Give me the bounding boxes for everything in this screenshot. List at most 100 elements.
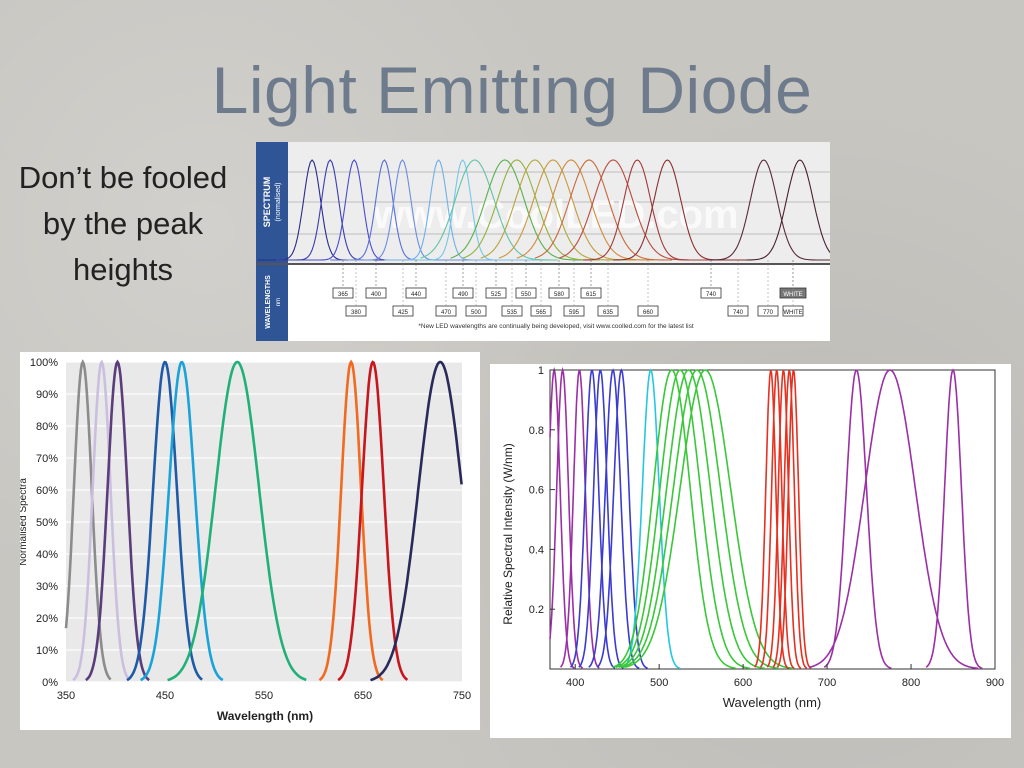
wavelength-label-top: 550 xyxy=(521,292,532,298)
spectrum-curve-655 xyxy=(772,369,808,669)
x-tick-label: 450 xyxy=(156,690,174,702)
spectrum-curve-430 xyxy=(578,369,624,669)
spectrum-curve-440 xyxy=(348,159,486,261)
wavelength-label-bottom: 380 xyxy=(351,310,362,316)
x-tick-label: 900 xyxy=(986,677,1004,689)
x-tick-label: 550 xyxy=(255,690,273,702)
wavelength-box xyxy=(515,287,537,299)
plot-frame xyxy=(549,369,996,670)
x-tick-label: 650 xyxy=(354,690,372,702)
wavelength-box xyxy=(580,287,602,299)
spectrum-curve-735 xyxy=(823,369,892,670)
wavelength-label-bottom: 635 xyxy=(603,310,614,316)
relative-intensity-chart: 0.2 0.4 0.6 0.8 1 400 500 600 700 800 900 Waveleng… xyxy=(501,365,1004,710)
wavelength-label-top: 400 xyxy=(371,292,382,298)
y-tick-label: 60% xyxy=(36,485,58,497)
wavelength-label-bottom: 425 xyxy=(398,310,409,316)
wavelength-label-bottom: 740 xyxy=(733,310,744,316)
spectrum-curve-660 xyxy=(613,159,751,261)
x-tick-label: 500 xyxy=(650,677,668,689)
spectrum-curve-455 xyxy=(596,368,648,670)
wavelength-label-bottom: 770 xyxy=(763,310,774,316)
spectrum-curve-640 xyxy=(759,369,795,669)
spectrum-curve-635 xyxy=(583,159,721,261)
wavelength-label-bottom: 565 xyxy=(536,310,547,316)
watermark: www.CoolLED.com xyxy=(372,193,738,237)
wavelength-label-top: 490 xyxy=(458,292,469,298)
wavelength-label-top: WHITE xyxy=(783,292,802,298)
x-axis-label: Wavelength (nm) xyxy=(217,709,313,723)
x-tick-label: 800 xyxy=(902,677,920,689)
wavelength-label-bottom: 470 xyxy=(441,310,452,316)
wavelength-label-bottom: 660 xyxy=(643,310,654,316)
wavelength-box xyxy=(700,287,722,299)
wavelength-label-top: 615 xyxy=(586,292,597,298)
slide-title: Light Emitting Diode xyxy=(211,53,813,127)
spectrum-curve-638 xyxy=(318,359,384,682)
relative-intensity-panel: 0.2 0.4 0.6 0.8 1 400 500 600 700 800 900 Waveleng… xyxy=(490,364,1011,738)
wavelength-label-top: 580 xyxy=(554,292,565,298)
wavelength-label-bottom: 535 xyxy=(507,310,518,316)
y-tick-label: 0.8 xyxy=(529,425,544,437)
x-tick-label: 750 xyxy=(453,690,471,702)
spectrum-curve-500 xyxy=(420,159,558,261)
wavelength-label-top: 365 xyxy=(338,292,349,298)
y-tick-label: 50% xyxy=(36,517,58,529)
x-tick-label: 600 xyxy=(734,677,752,689)
spectrum-curve-420 xyxy=(569,369,616,669)
y-axis-label: Normalised Spectra xyxy=(20,478,29,566)
x-tick-label: 350 xyxy=(57,690,75,702)
spectrum-curve-775 xyxy=(809,369,979,670)
slide-subtitle: Don’t be fooled by the peak heights xyxy=(18,160,228,287)
side-label-band xyxy=(256,142,288,341)
side-label-normalised: (normalised) xyxy=(275,183,282,222)
coolled-spectrum-panel: www.CoolLED.com SPECTRUM (normalised) WA… xyxy=(256,142,883,341)
y-tick-label: 0% xyxy=(42,677,58,689)
y-tick-label: 10% xyxy=(36,645,58,657)
spectrum-curve-633 xyxy=(754,369,789,669)
wavelength-box xyxy=(332,287,354,299)
wavelength-label-top: 440 xyxy=(411,292,422,298)
y-tick-label: 30% xyxy=(36,581,58,593)
wavelength-label-bottom: WHITE xyxy=(783,310,802,316)
wavelength-label-top: 525 xyxy=(491,292,502,298)
spectrum-curve-728 xyxy=(370,360,463,682)
spectrum-curve-545 xyxy=(621,369,779,670)
wavelength-box xyxy=(405,287,427,299)
y-tick-label: 40% xyxy=(36,549,58,561)
wavelength-label-bottom: 500 xyxy=(471,310,482,316)
side-label-spectrum: SPECTRUM xyxy=(262,177,272,228)
y-tick-label: 70% xyxy=(36,453,58,465)
spectrum-curve-386 xyxy=(72,359,131,682)
x-axis-label: Wavelength (nm) xyxy=(723,695,822,710)
spectrum-curve-405 xyxy=(559,369,600,669)
y-tick-label: 90% xyxy=(36,389,58,401)
spectrum-curve-850 xyxy=(925,368,983,670)
normalised-spectra-chart: 0% 10% 20% 30% 40% 50% 60% 70% 80% 90% 100% 350 450 5… xyxy=(18,357,471,723)
spectrum-curve-660 xyxy=(337,360,409,682)
y-tick-label: 100% xyxy=(30,357,58,369)
wavelength-box xyxy=(365,287,387,299)
wavelength-box xyxy=(452,287,474,299)
y-tick-label: 20% xyxy=(36,613,58,625)
spectrum-area xyxy=(288,142,830,264)
spectrum-curve-450 xyxy=(126,360,203,682)
coolled-spectrum-chart: www.CoolLED.com SPECTRUM (normalised) WA… xyxy=(256,142,883,341)
spectrum-curve-525 xyxy=(450,159,588,261)
y-tick-label: 0.6 xyxy=(529,485,544,497)
spectrum-curve-525 xyxy=(615,369,751,670)
wavelength-box xyxy=(548,287,570,299)
spectrum-curve-490 xyxy=(408,159,546,261)
side-label-wavelengths: WAVELENGTHS xyxy=(265,275,272,329)
spectrum-curve-595 xyxy=(534,159,673,261)
wavelength-label-top: 740 xyxy=(706,292,717,298)
y-tick-label: 0.4 xyxy=(529,544,544,556)
spectrum-curve-535 xyxy=(462,159,600,261)
spectrum-curve-580 xyxy=(516,159,655,261)
spectrum-curve-648 xyxy=(766,369,802,669)
spectrum-curve-467 xyxy=(140,360,224,682)
spectrum-curve-565 xyxy=(498,159,637,261)
spectrum-curve-367 xyxy=(64,359,112,681)
normalised-spectra-panel: 0% 10% 20% 30% 40% 50% 60% 70% 80% 90% 100% 350 450 5… xyxy=(18,352,480,730)
footnote: *New LED wavelengths are continually bei… xyxy=(418,323,694,330)
